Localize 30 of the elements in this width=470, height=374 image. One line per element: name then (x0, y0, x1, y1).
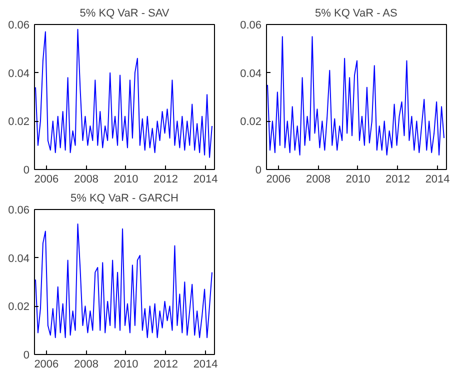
x-tick-label: 2008 (74, 358, 98, 370)
x-tick-label: 2014 (425, 174, 450, 186)
x-tick-label: 2006 (34, 174, 59, 186)
x-tick-label: 2012 (154, 358, 178, 370)
chart-title: 5% KQ VaR - SAV (80, 8, 170, 20)
x-tick-label: 2014 (193, 174, 218, 186)
y-tick-label: 0.04 (8, 68, 30, 80)
x-tick-label: 2006 (266, 174, 291, 186)
x-tick-label: 2008 (306, 174, 330, 186)
x-tick-label: 2008 (74, 174, 98, 186)
y-tick-label: 0.06 (8, 20, 30, 32)
y-tick-label: 0.02 (240, 116, 262, 128)
y-tick-label: 0.04 (240, 68, 262, 80)
y-tick-label: 0.06 (240, 20, 262, 32)
x-tick-label: 2012 (154, 174, 178, 186)
y-tick-label: 0.02 (8, 301, 30, 314)
y-tick-label: 0.04 (8, 252, 30, 265)
x-tick-label: 2010 (346, 174, 370, 186)
y-tick-label: 0 (255, 164, 262, 176)
x-tick-label: 2012 (386, 174, 410, 186)
y-tick-label: 0.06 (8, 204, 30, 216)
x-tick-label: 2014 (193, 358, 218, 370)
chart-title: 5% KQ VaR - GARCH (70, 192, 179, 204)
x-tick-label: 2010 (114, 358, 138, 370)
x-tick-label: 2010 (114, 174, 138, 186)
chart-title: 5% KQ VaR - AS (315, 8, 398, 20)
y-tick-label: 0 (23, 164, 30, 176)
x-tick-label: 2006 (34, 358, 59, 370)
y-tick-label: 0 (23, 350, 30, 362)
y-tick-label: 0.02 (8, 116, 30, 128)
